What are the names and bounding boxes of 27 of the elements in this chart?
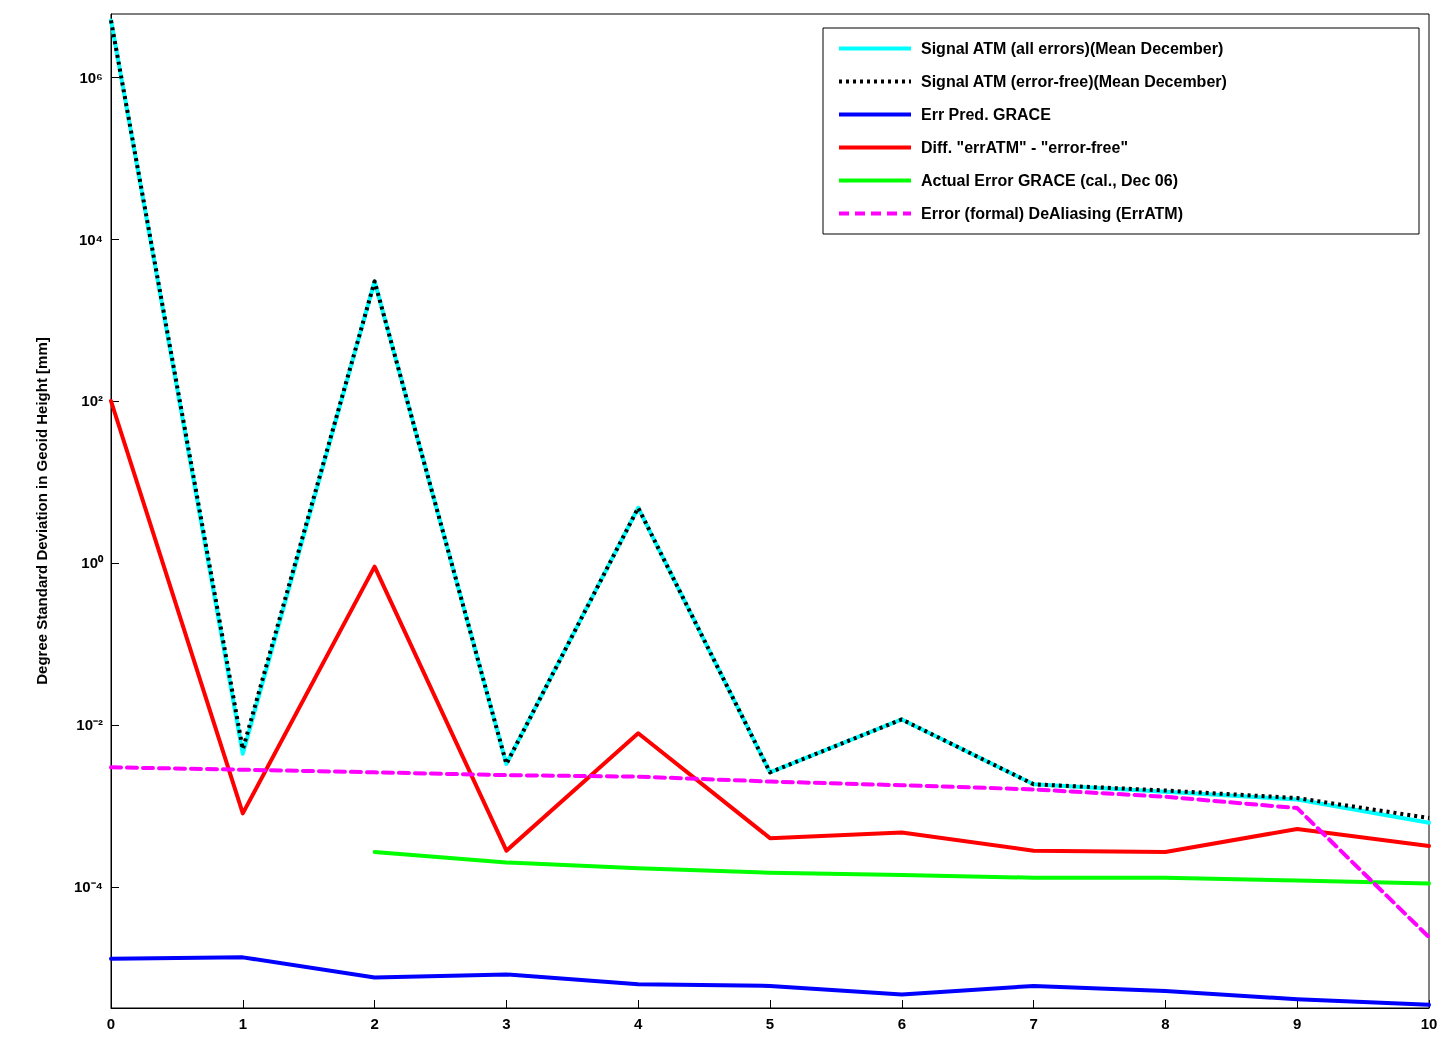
- legend-label: Err Pred. GRACE: [921, 106, 1052, 123]
- x-tick-label: 5: [765, 1015, 775, 1032]
- y-tick-label: 10⁰: [81, 554, 104, 572]
- x-tick-label: 6: [897, 1015, 906, 1032]
- legend-label: Signal ATM (error-free)(Mean December): [921, 73, 1227, 90]
- x-tick-label: 1: [238, 1015, 247, 1032]
- legend-label: Signal ATM (all errors)(Mean December): [921, 40, 1224, 57]
- x-tick-label: 7: [1029, 1015, 1038, 1032]
- x-tick-label: 2: [370, 1015, 379, 1032]
- y-tick-label: 10²: [81, 392, 103, 410]
- y-tick-label: 10⁻²: [76, 716, 103, 734]
- x-tick-label: 8: [1161, 1015, 1170, 1032]
- x-tick-label: 4: [634, 1015, 644, 1032]
- y-axis-title: Degree Standard Deviation in Geoid Height [mm]: [33, 337, 50, 685]
- line-series: [372, 849, 1431, 886]
- x-tick-label: 9: [1293, 1015, 1302, 1032]
- y-tick-label: 10⁴: [78, 230, 103, 248]
- line-series: [109, 398, 1431, 854]
- y-tick-label: 10⁶: [79, 68, 103, 86]
- x-tick-label: 10: [1420, 1015, 1438, 1032]
- x-tick-label: 3: [502, 1015, 511, 1032]
- line-series: [109, 765, 1431, 940]
- x-tick-label: 0: [106, 1015, 116, 1032]
- y-tick-label: 10⁻⁴: [73, 878, 103, 896]
- legend-label: Actual Error GRACE (cal., Dec 06): [921, 172, 1178, 189]
- legend-label: Diff. "errATM" - "error-free": [921, 139, 1128, 156]
- legend-label: Error (formal) DeAliasing (ErrATM): [921, 205, 1183, 222]
